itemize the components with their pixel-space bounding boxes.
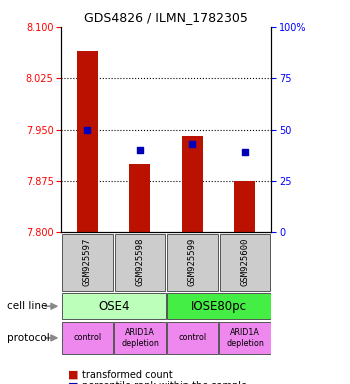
Bar bbox=[77, 51, 98, 232]
Text: ARID1A
depletion: ARID1A depletion bbox=[226, 328, 264, 348]
Bar bbox=[219, 322, 271, 354]
Text: GSM925599: GSM925599 bbox=[188, 238, 197, 286]
Point bbox=[137, 147, 143, 153]
Bar bbox=[115, 233, 165, 291]
Bar bbox=[130, 164, 150, 232]
Text: GSM925600: GSM925600 bbox=[240, 238, 250, 286]
Text: control: control bbox=[178, 333, 206, 343]
Bar bbox=[62, 322, 113, 354]
Text: percentile rank within the sample: percentile rank within the sample bbox=[82, 381, 247, 384]
Text: ■: ■ bbox=[68, 381, 79, 384]
Bar bbox=[234, 181, 255, 232]
Text: cell line: cell line bbox=[7, 301, 47, 311]
Text: transformed count: transformed count bbox=[82, 370, 173, 380]
Text: protocol: protocol bbox=[7, 333, 50, 343]
Bar bbox=[220, 233, 270, 291]
Text: control: control bbox=[74, 333, 102, 343]
Point bbox=[242, 149, 248, 155]
Bar bbox=[114, 322, 166, 354]
Text: GSM925597: GSM925597 bbox=[83, 238, 92, 286]
Text: ■: ■ bbox=[68, 370, 79, 380]
Bar bbox=[62, 233, 113, 291]
Bar bbox=[167, 322, 218, 354]
Bar bbox=[167, 293, 271, 319]
Point bbox=[190, 141, 195, 147]
Text: IOSE80pc: IOSE80pc bbox=[191, 300, 247, 313]
Bar bbox=[62, 293, 166, 319]
Title: GDS4826 / ILMN_1782305: GDS4826 / ILMN_1782305 bbox=[84, 11, 248, 24]
Text: ARID1A
depletion: ARID1A depletion bbox=[121, 328, 159, 348]
Bar bbox=[167, 233, 218, 291]
Text: GSM925598: GSM925598 bbox=[135, 238, 145, 286]
Text: OSE4: OSE4 bbox=[98, 300, 130, 313]
Bar bbox=[182, 136, 203, 232]
Point bbox=[85, 127, 90, 133]
